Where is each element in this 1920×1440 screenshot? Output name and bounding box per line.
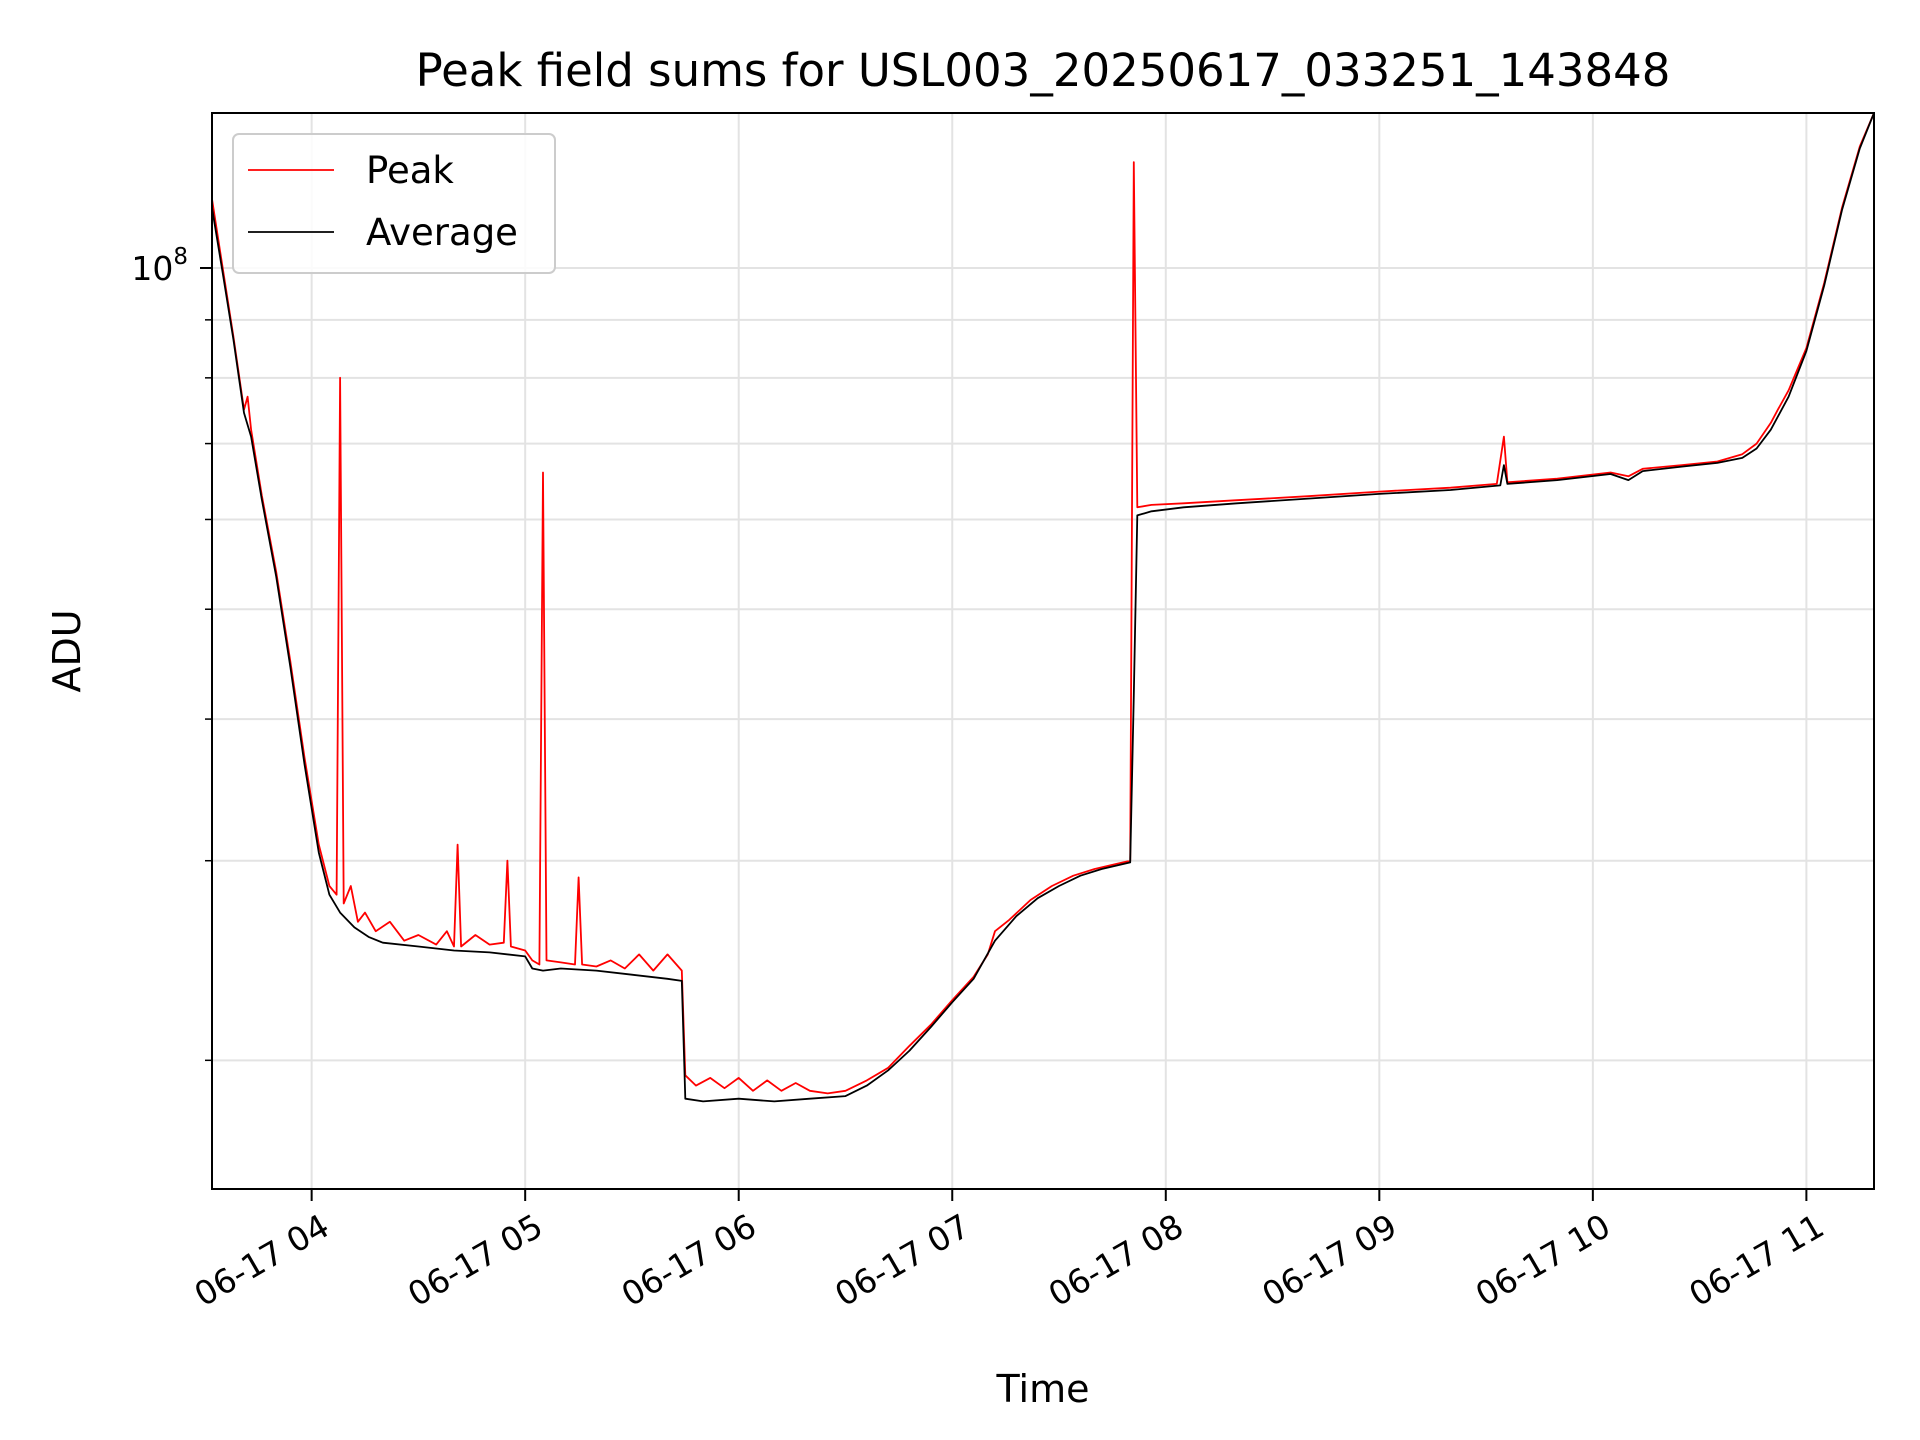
- y-tick-label: 108: [131, 244, 188, 288]
- legend-label: Peak: [366, 149, 454, 192]
- legend-box: [232, 133, 556, 274]
- legend-label: Average: [366, 211, 518, 254]
- series-line-average: [211, 112, 1875, 1103]
- plot-frame: [211, 112, 1875, 1190]
- legend: Peak Average: [232, 133, 556, 274]
- y-axis-label: ADU: [45, 609, 89, 692]
- series-line-peak: [211, 112, 1875, 1095]
- grid: [212, 113, 1874, 1189]
- x-axis-label: Time: [996, 1367, 1090, 1411]
- series-lines: [211, 112, 1875, 1103]
- chart-title: Peak field sums for USL003_20250617_0332…: [416, 44, 1671, 97]
